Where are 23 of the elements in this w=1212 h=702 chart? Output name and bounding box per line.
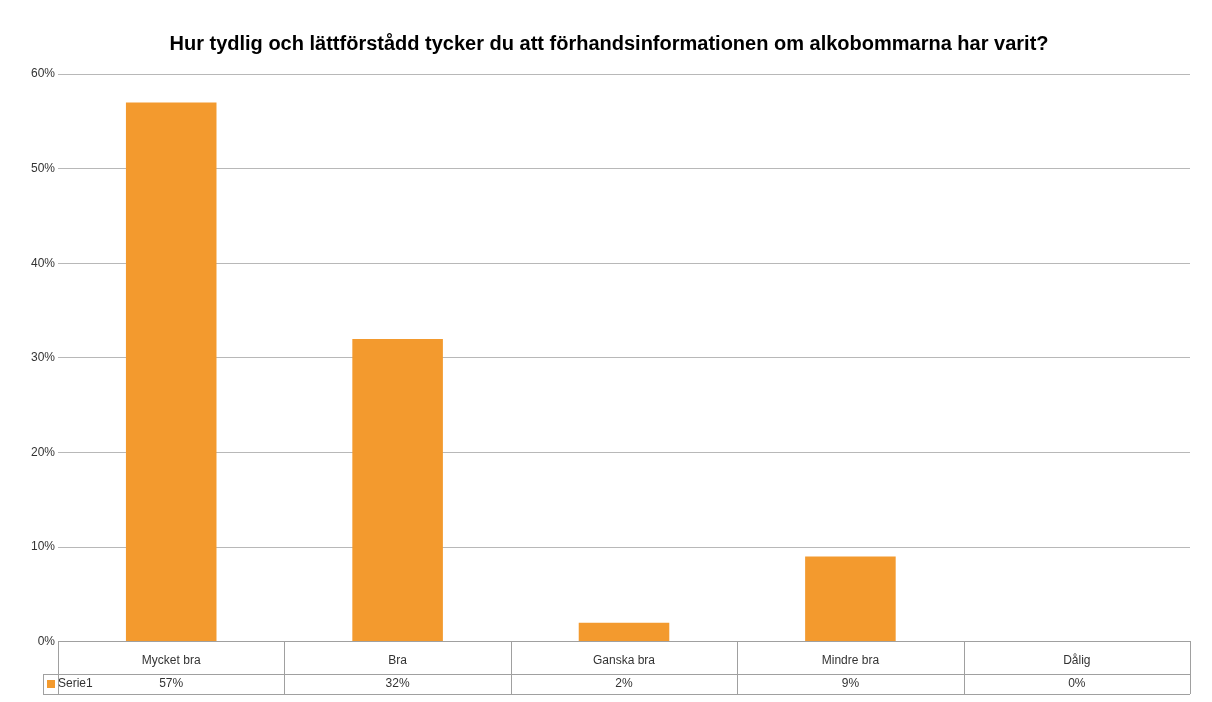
x-tick-label: Mycket bra — [141, 653, 201, 668]
data-label: 9% — [841, 676, 860, 691]
data-label: 32% — [385, 676, 410, 691]
x-tick-label: Mindre bra — [821, 653, 880, 668]
y-tick-label: 40% — [30, 255, 56, 270]
data-label: 2% — [615, 676, 634, 691]
bar — [578, 622, 670, 642]
bar — [125, 102, 217, 642]
bar — [805, 556, 896, 642]
y-tick-label: 0% — [37, 633, 56, 648]
data-label: 57% — [159, 676, 184, 691]
y-tick-label: 20% — [30, 444, 56, 459]
legend-label: Serie1 — [58, 676, 94, 691]
y-tick-label: 50% — [30, 160, 56, 175]
y-tick-label: 30% — [30, 350, 56, 365]
y-tick-label: 10% — [30, 539, 56, 554]
x-tick-label: Dålig — [1063, 653, 1091, 668]
data-label: 0% — [1068, 676, 1086, 691]
y-tick-label: 60% — [30, 66, 56, 81]
chart-title: Hur tydlig och lättförstådd tycker du att förhandsinformationen om alkobommarna har varit? — [169, 31, 1049, 54]
x-tick-label: Bra — [388, 653, 408, 668]
x-tick-label: Ganska bra — [592, 653, 656, 668]
bar — [352, 338, 443, 642]
